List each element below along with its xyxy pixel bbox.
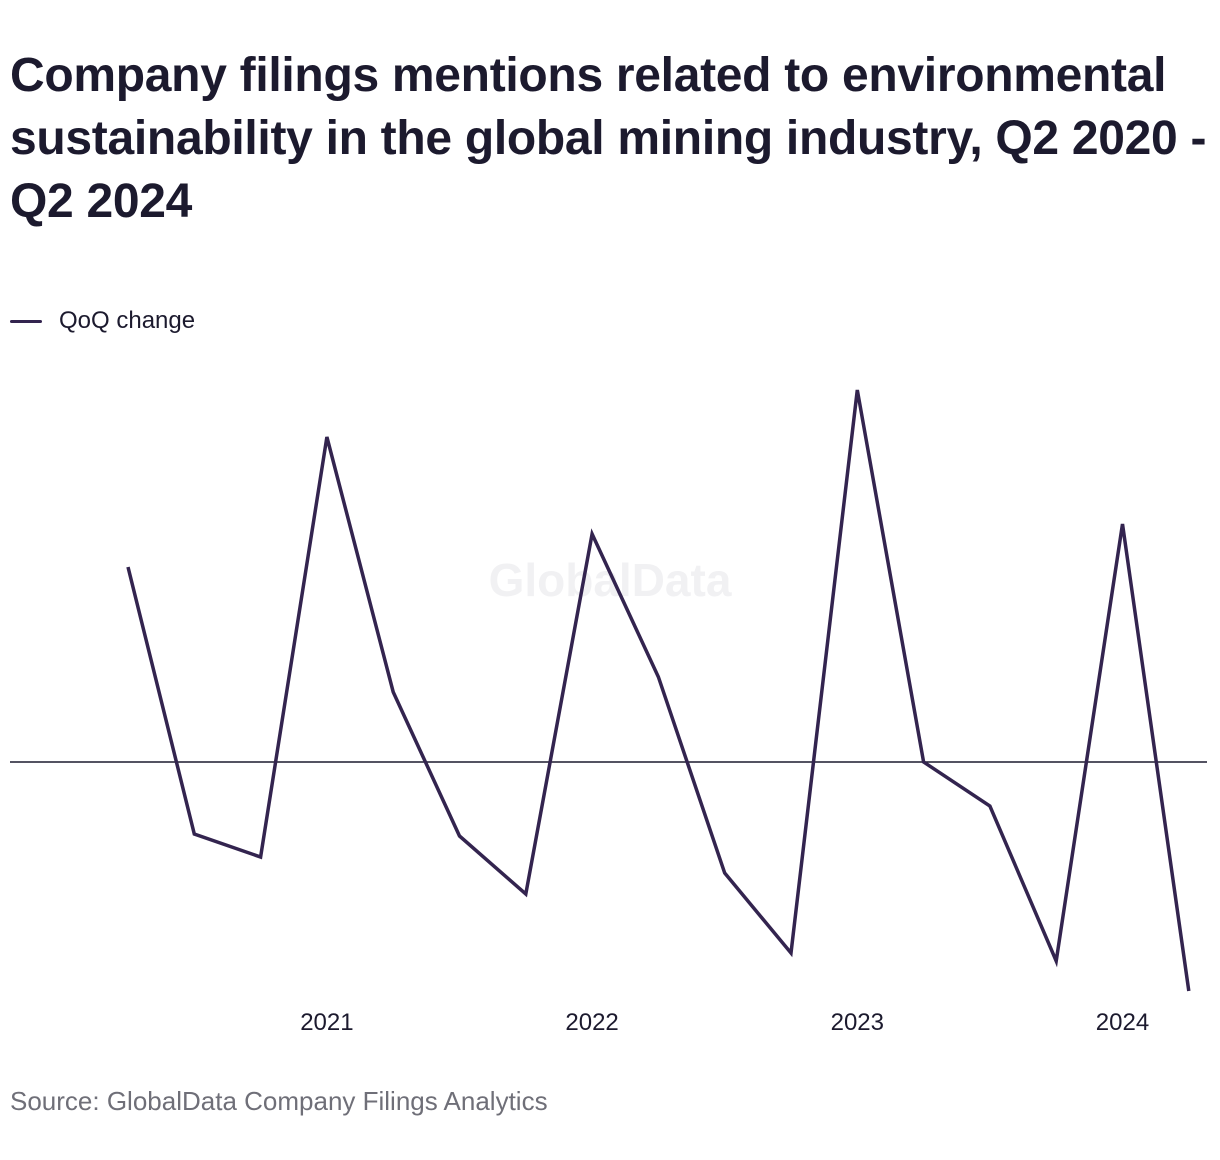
x-tick-label-2021: 2021	[300, 1009, 353, 1036]
legend: QoQ change	[10, 306, 195, 336]
line-chart: GlobalData 2021 2022 2023 2024	[10, 389, 1207, 1036]
legend-swatch	[10, 319, 42, 323]
x-tick-label-2023: 2023	[831, 1009, 884, 1036]
x-tick-label-2022: 2022	[565, 1009, 618, 1036]
legend-label: QoQ change	[59, 307, 196, 334]
source-note: Source: GlobalData Company Filings Analy…	[10, 1086, 548, 1116]
series-line-qoq-change	[126, 389, 1191, 992]
x-tick-label-2024: 2024	[1096, 1009, 1149, 1036]
watermark: GlobalData	[489, 554, 732, 606]
chart-title: Company filings mentions related to envi…	[10, 49, 1207, 228]
